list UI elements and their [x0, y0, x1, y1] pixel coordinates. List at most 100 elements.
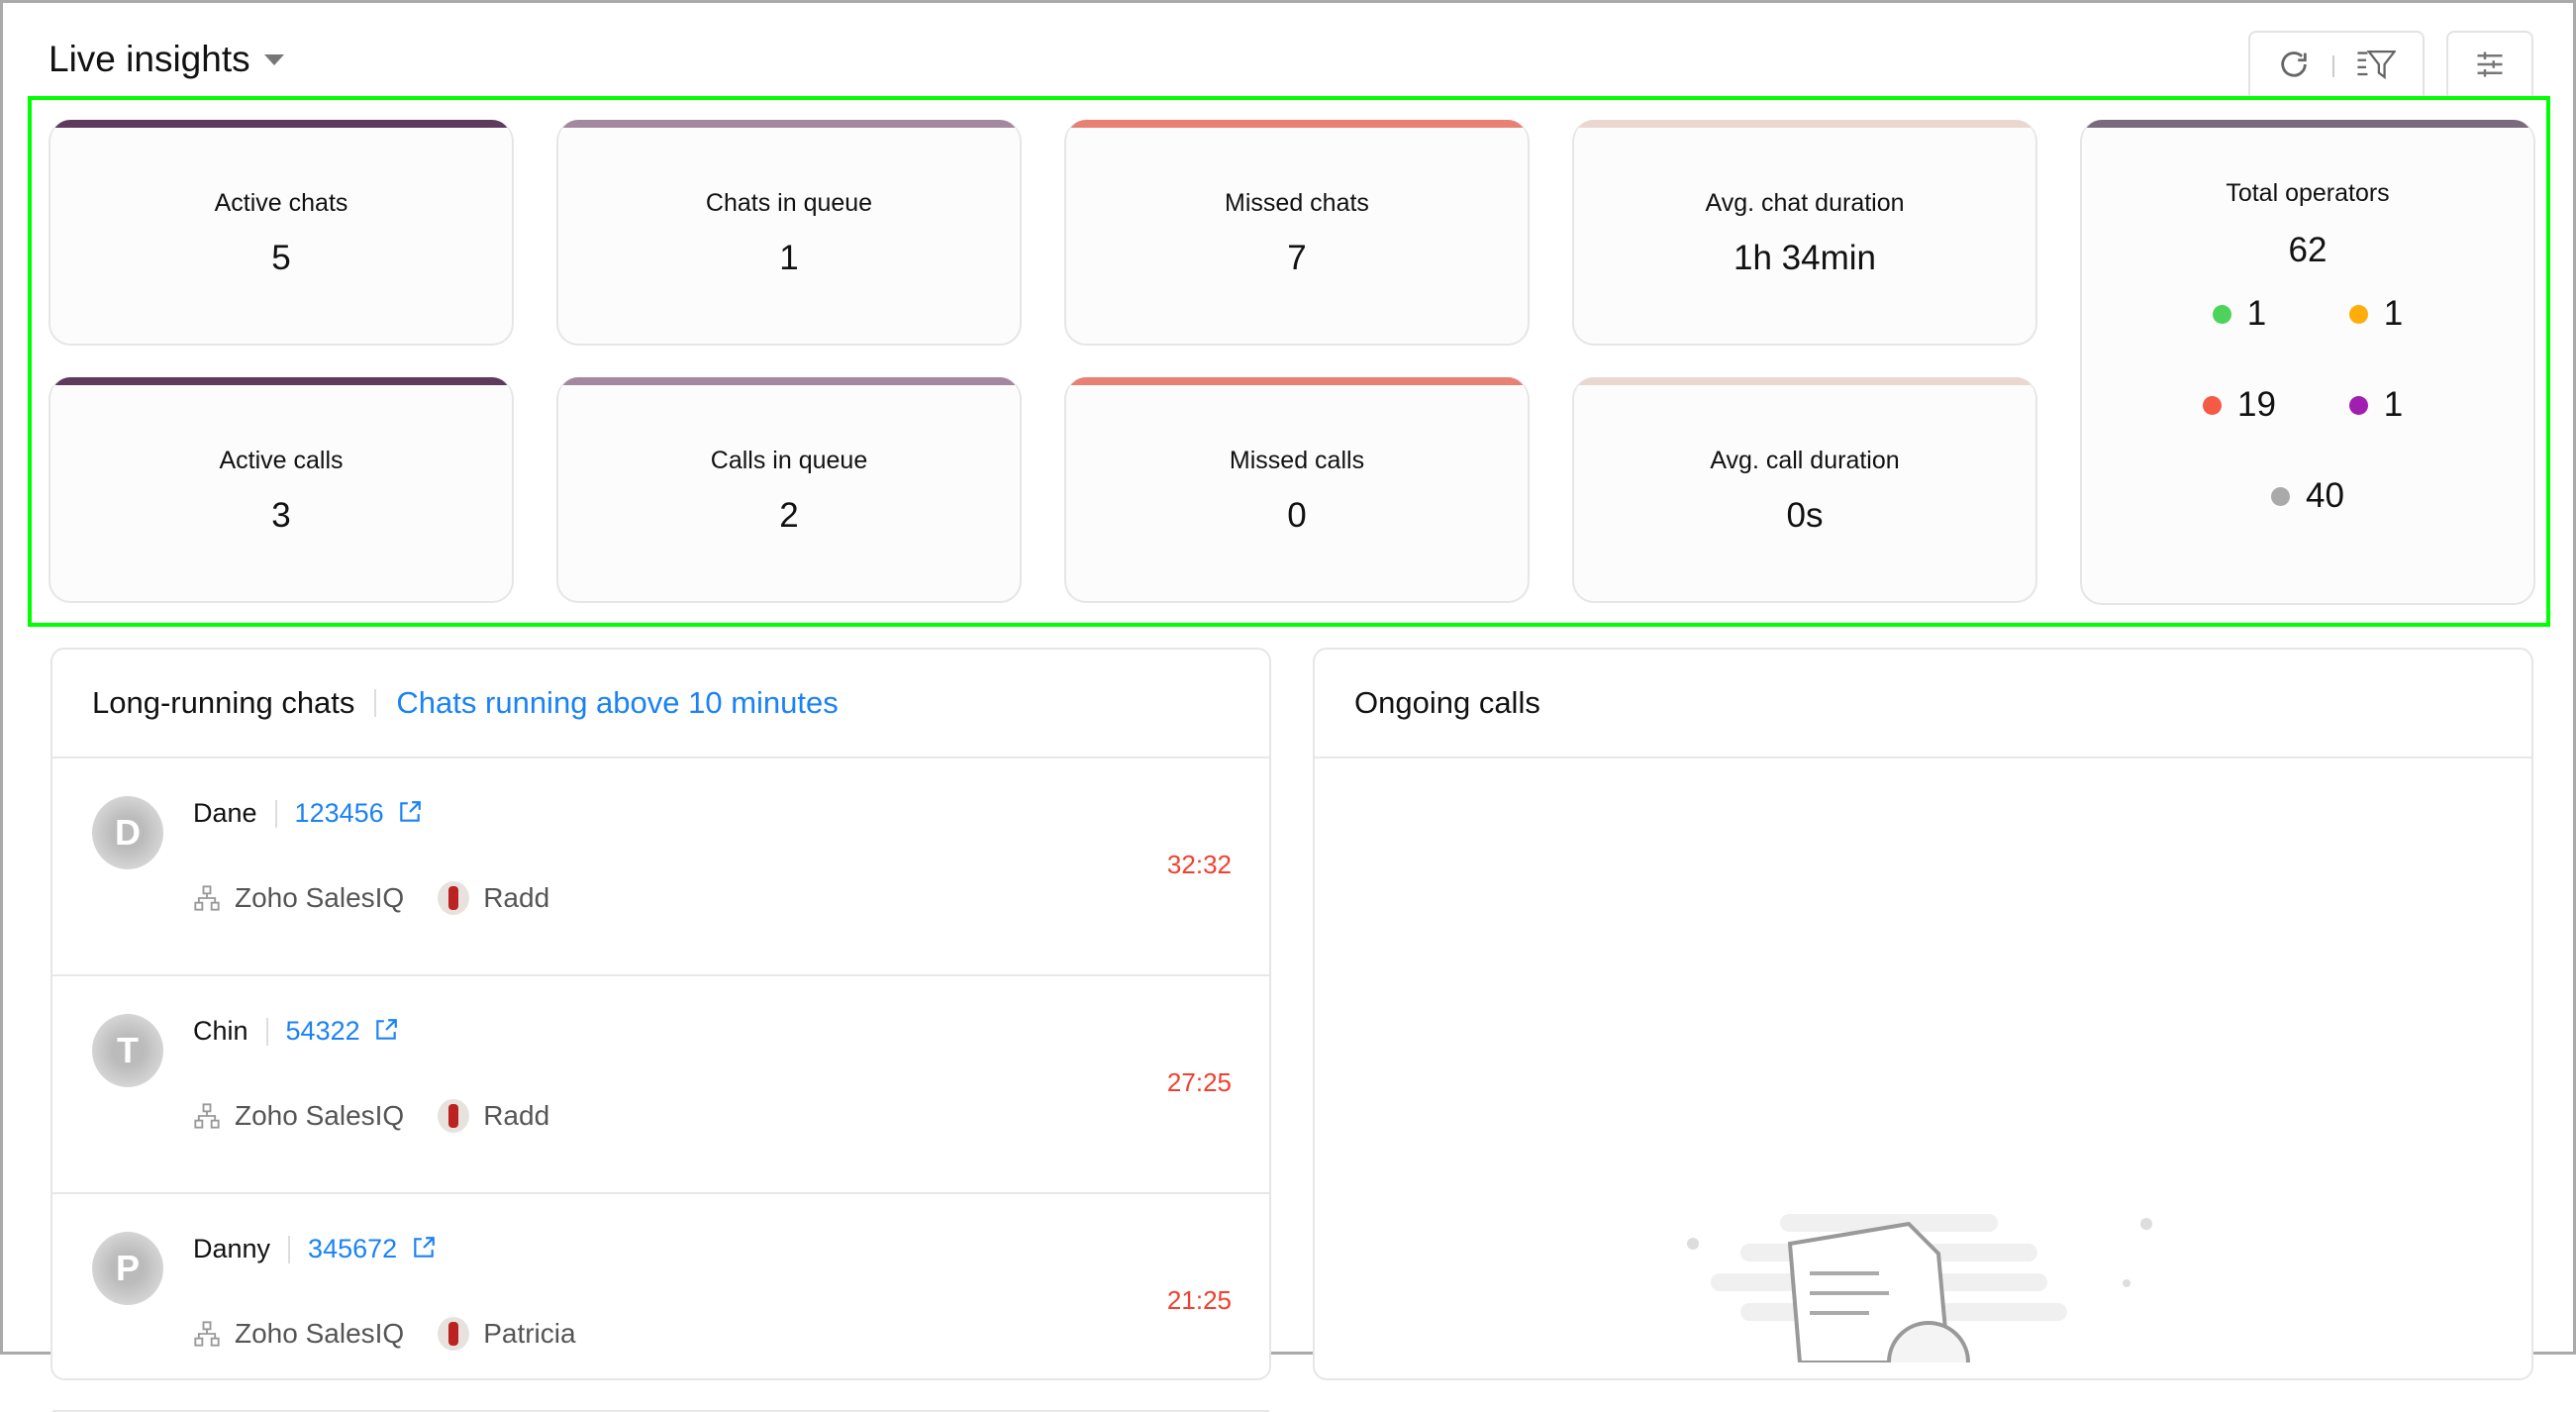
- operator-name: Radd: [483, 882, 550, 913]
- brand-name: Zoho SalesIQ: [235, 1318, 405, 1349]
- sliders-icon: [2475, 50, 2505, 84]
- card-accent: [1574, 120, 2035, 128]
- card-label: Calls in queue: [710, 447, 868, 474]
- metric-card[interactable]: Calls in queue 2: [556, 377, 1022, 603]
- operator-avatar: [438, 881, 470, 915]
- brand-name: Zoho SalesIQ: [235, 882, 405, 913]
- chat-id-link[interactable]: 54322: [286, 1016, 400, 1047]
- card-value: 0: [1287, 496, 1307, 535]
- card-accent: [50, 120, 512, 128]
- operator-status[interactable]: 1: [2171, 294, 2308, 334]
- chevron-down-icon: [263, 53, 284, 65]
- divider: [274, 799, 277, 828]
- panel-title: Long-running chats: [92, 685, 355, 720]
- card-label: Total operators: [2226, 179, 2390, 207]
- metric-card[interactable]: Chats in queue 1: [556, 120, 1022, 346]
- status-count: 1: [2246, 294, 2267, 333]
- card-value: 1h 34min: [1734, 239, 1876, 277]
- visitor-name: Danny: [193, 1234, 271, 1263]
- operator-status[interactable]: 1: [2308, 385, 2444, 425]
- toolbar-group: [2248, 31, 2425, 100]
- metric-card[interactable]: Avg. chat duration 1h 34min: [1572, 120, 2037, 346]
- card-label: Active calls: [219, 447, 344, 474]
- chat-row[interactable]: P Danny 345672 Zoho SalesIQ Patricia 21:…: [52, 1194, 1269, 1412]
- status-count: 1: [2383, 294, 2404, 333]
- avatar: T: [92, 1014, 163, 1087]
- status-dot-icon: [2203, 395, 2223, 415]
- card-value: 0s: [1786, 496, 1824, 535]
- divider: [265, 1017, 268, 1046]
- chat-id-link[interactable]: 345672: [308, 1234, 437, 1264]
- chat-id: 123456: [294, 798, 384, 828]
- status-count: 19: [2237, 385, 2276, 424]
- card-value: 62: [2288, 231, 2328, 269]
- chat-id: 345672: [308, 1234, 398, 1263]
- metric-card[interactable]: Avg. call duration 0s: [1572, 377, 2037, 603]
- metric-card[interactable]: Missed calls 0: [1064, 377, 1530, 603]
- avatar: D: [92, 796, 163, 869]
- external-link-icon: [413, 1237, 435, 1258]
- card-accent: [558, 377, 1020, 385]
- operator-status[interactable]: 1: [2308, 294, 2444, 334]
- metric-card[interactable]: Active calls 3: [49, 377, 514, 603]
- status-dot-icon: [2271, 486, 2291, 506]
- chat-id-link[interactable]: 123456: [295, 798, 424, 829]
- ongoing-calls-panel: Ongoing calls: [1313, 648, 2533, 1380]
- card-value: 7: [1287, 239, 1307, 277]
- refresh-icon[interactable]: [2277, 48, 2311, 86]
- status-dot-icon: [2348, 395, 2368, 415]
- chat-id: 54322: [285, 1016, 360, 1046]
- external-link-icon: [400, 801, 422, 822]
- status-dot-icon: [2212, 304, 2231, 324]
- card-label: Active chats: [214, 189, 348, 217]
- card-accent: [1066, 377, 1528, 385]
- visitor-name: Chin: [193, 1016, 248, 1046]
- chat-duration: 21:25: [1166, 1285, 1232, 1315]
- operator-status[interactable]: 19: [2171, 385, 2308, 425]
- operator-avatar: [438, 1099, 470, 1133]
- department-icon: [194, 885, 220, 911]
- external-link-icon: [376, 1019, 397, 1040]
- divider: [2332, 55, 2334, 77]
- status-count: 40: [2306, 476, 2344, 515]
- card-accent: [1574, 377, 2035, 385]
- filter-link[interactable]: Chats running above 10 minutes: [396, 685, 839, 720]
- card-accent: [1066, 120, 1528, 128]
- page-title-dropdown[interactable]: Live insights: [49, 39, 284, 80]
- metric-card[interactable]: Missed chats 7: [1064, 120, 1530, 346]
- empty-state-illustration: [1687, 1214, 2152, 1362]
- operator-status[interactable]: 40: [2171, 476, 2444, 516]
- page-title: Live insights: [49, 39, 250, 79]
- card-value: 2: [779, 496, 799, 535]
- card-accent: [558, 120, 1020, 128]
- divider: [374, 689, 377, 717]
- chat-duration: 32:32: [1166, 850, 1232, 879]
- filter-icon[interactable]: [2356, 48, 2397, 86]
- card-label: Chats in queue: [705, 189, 873, 217]
- chat-row[interactable]: D Dane 123456 Zoho SalesIQ Radd 32:32: [52, 758, 1269, 976]
- operator-name: Radd: [483, 1100, 550, 1131]
- operator-avatar: [438, 1317, 470, 1351]
- card-label: Avg. chat duration: [1705, 189, 1905, 217]
- total-operators-card[interactable]: Total operators 62 1 1 19 1 40: [2080, 120, 2535, 605]
- metric-card[interactable]: Active chats 5: [49, 120, 514, 346]
- card-value: 1: [779, 239, 799, 277]
- metrics-highlight: [28, 96, 2550, 627]
- department-icon: [194, 1321, 220, 1347]
- brand-name: Zoho SalesIQ: [235, 1100, 405, 1131]
- divider: [288, 1235, 291, 1263]
- status-dot-icon: [2348, 304, 2368, 324]
- chat-row[interactable]: T Chin 54322 Zoho SalesIQ Radd 27:25: [52, 976, 1269, 1194]
- operator-name: Patricia: [483, 1318, 576, 1349]
- chat-duration: 27:25: [1166, 1067, 1232, 1097]
- settings-button[interactable]: [2446, 31, 2533, 100]
- visitor-name: Dane: [193, 798, 257, 828]
- status-count: 1: [2383, 385, 2404, 424]
- card-accent: [50, 377, 512, 385]
- panel-title: Ongoing calls: [1354, 685, 1540, 720]
- card-label: Avg. call duration: [1710, 447, 1900, 474]
- card-value: 3: [271, 496, 291, 535]
- card-label: Missed chats: [1225, 189, 1369, 217]
- long-running-chats-panel: Long-running chats Chats running above 1…: [50, 648, 1271, 1412]
- avatar: P: [92, 1232, 163, 1305]
